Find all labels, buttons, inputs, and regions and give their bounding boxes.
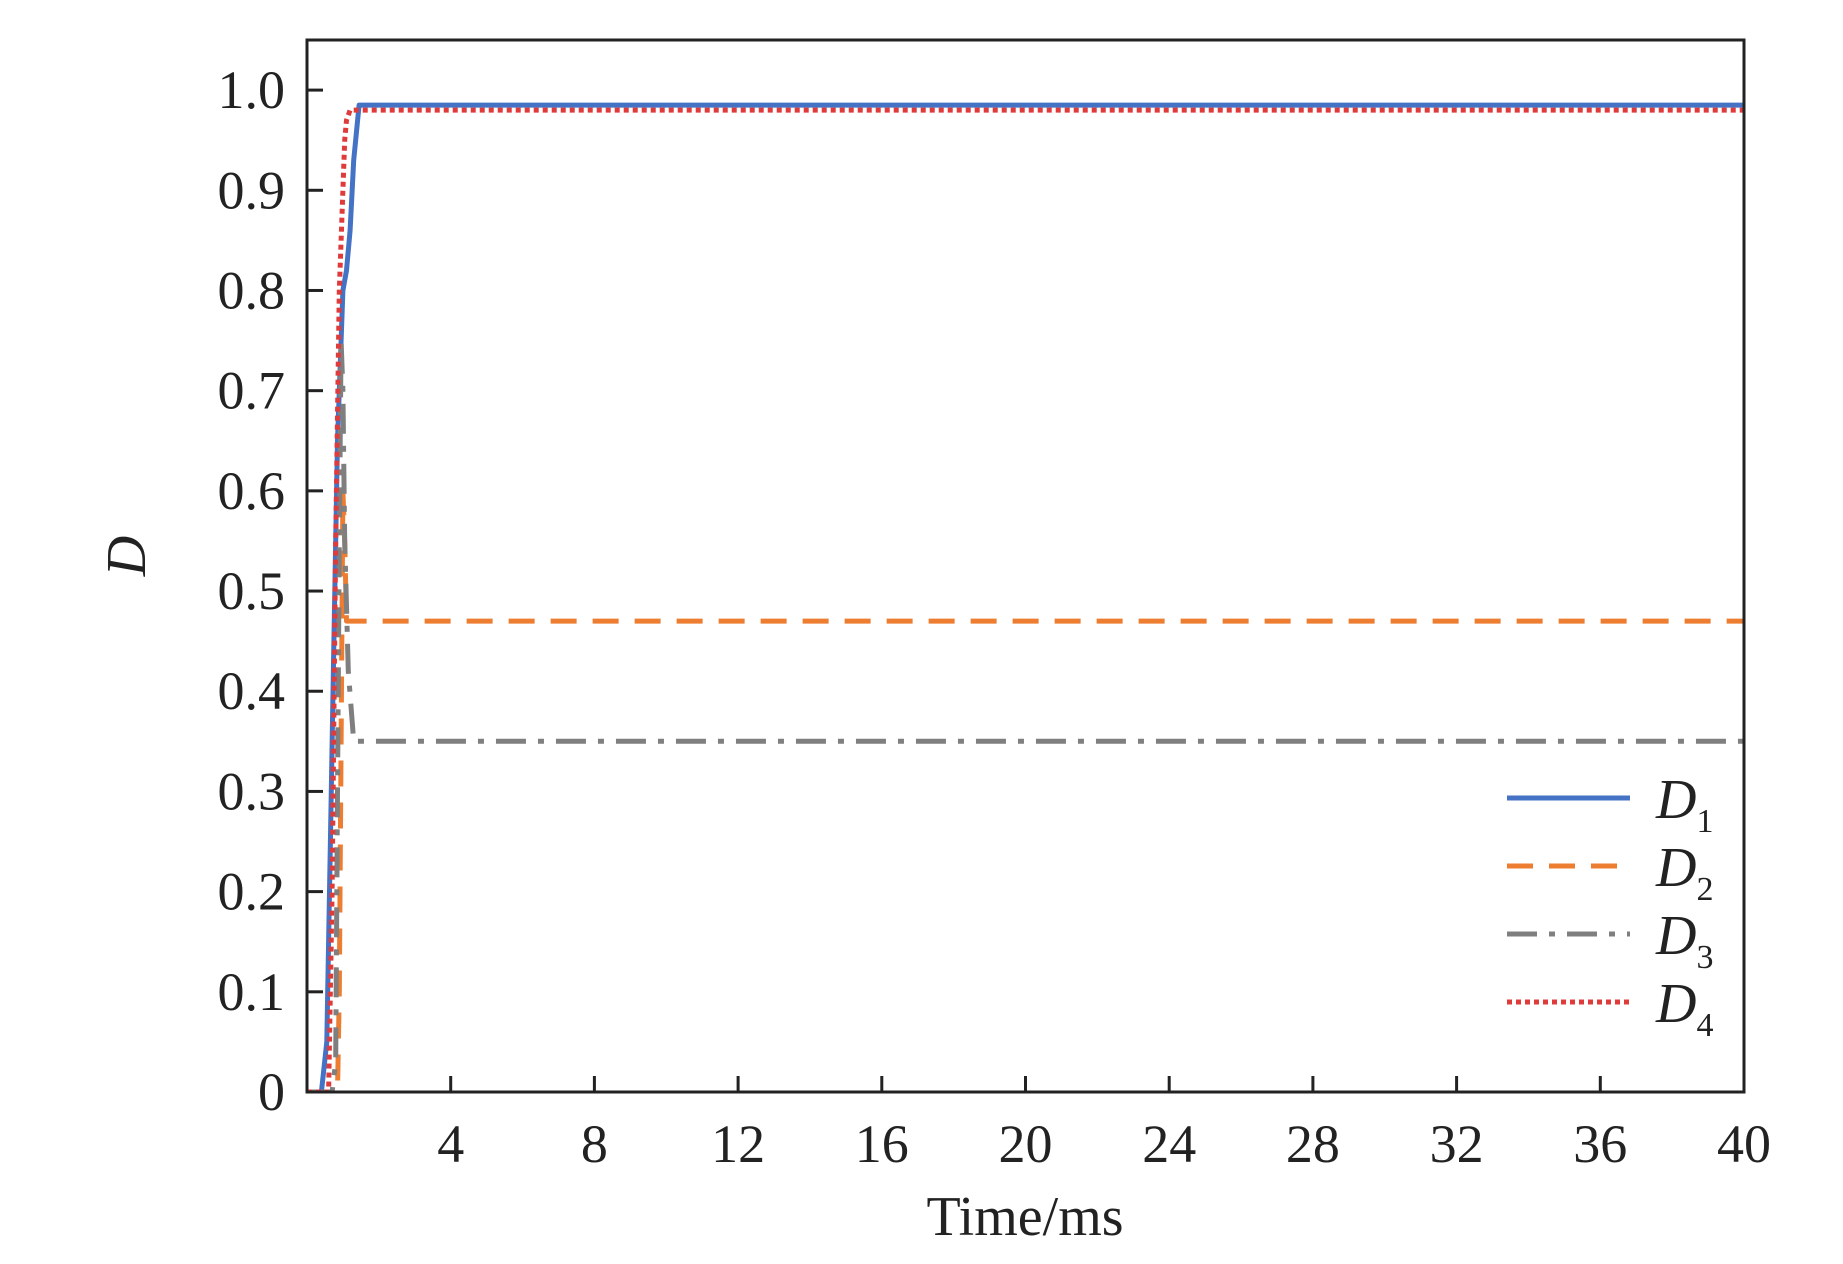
- x-axis: 4 8 12 16 20 24 28 32 36 40: [437, 1076, 1771, 1174]
- x-tick-label: 16: [855, 1114, 909, 1174]
- series-line-D2: [307, 488, 1744, 1092]
- y-tick-label: 0.2: [218, 862, 286, 922]
- x-tick-label: 12: [711, 1114, 765, 1174]
- legend-label-D3: D3: [1655, 905, 1713, 976]
- y-tick-label: 0.8: [218, 260, 286, 320]
- series-layer: [307, 102, 1744, 1092]
- x-axis-label: Time/ms: [926, 1186, 1123, 1248]
- y-tick-label: 0.7: [218, 361, 286, 421]
- legend-label-D4: D4: [1655, 973, 1713, 1044]
- x-tick-label: 8: [581, 1114, 608, 1174]
- series-line-D3: [307, 338, 1744, 1092]
- x-tick-label: 36: [1573, 1114, 1627, 1174]
- x-tick-label: 24: [1142, 1114, 1196, 1174]
- y-axis-label: D: [96, 536, 158, 577]
- y-tick-label: 0.4: [218, 661, 286, 721]
- x-tick-label: 28: [1286, 1114, 1340, 1174]
- y-tick-label: 0.1: [218, 962, 286, 1022]
- x-tick-label: 40: [1717, 1114, 1771, 1174]
- series-line-D1: [307, 102, 1744, 1092]
- series-line-D4: [307, 107, 1744, 1092]
- legend-label-D2: D2: [1655, 837, 1713, 908]
- y-tick-label: 0.3: [218, 761, 286, 821]
- y-axis: 0 0.1 0.2 0.3 0.4 0.5 0.6 0.7 0.8 0.9 1.0: [218, 60, 323, 1122]
- y-tick-label: 0: [258, 1062, 285, 1122]
- y-tick-label: 1.0: [218, 60, 286, 120]
- x-tick-label: 32: [1430, 1114, 1484, 1174]
- x-tick-label: 4: [437, 1114, 464, 1174]
- y-tick-label: 0.5: [218, 561, 286, 621]
- y-tick-label: 0.6: [218, 461, 286, 521]
- y-tick-label: 0.9: [218, 160, 286, 220]
- legend-label-D1: D1: [1655, 769, 1713, 840]
- x-tick-label: 20: [999, 1114, 1053, 1174]
